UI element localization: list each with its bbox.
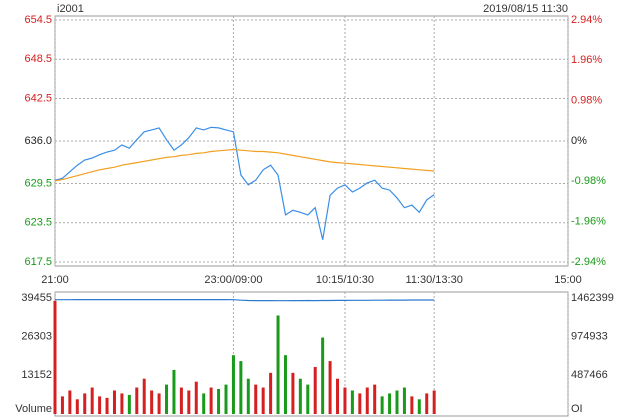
- volume-bar: [187, 390, 191, 414]
- volume-bar: [68, 390, 72, 414]
- volume-bar: [321, 337, 325, 414]
- y-tick-label: 648.5: [24, 53, 52, 65]
- x-tick-label: 23:00/09:00: [204, 274, 262, 286]
- volume-bar: [98, 396, 102, 414]
- x-tick-label: 11:30/13:30: [406, 274, 463, 286]
- volume-bar: [231, 355, 235, 414]
- volume-bar: [157, 393, 161, 414]
- y2-axis-label: OI: [571, 403, 583, 415]
- y2-tick-label: -0.98%: [571, 175, 606, 187]
- chart-title: i2001: [57, 3, 84, 15]
- volume-bar: [142, 378, 146, 414]
- y-tick-label: 642.5: [24, 92, 52, 104]
- volume-bar: [417, 399, 421, 414]
- volume-bar: [90, 387, 94, 414]
- y-axis-label: Volume: [15, 403, 52, 415]
- volume-bar: [373, 384, 377, 414]
- y2-tick-label: 974933: [571, 331, 608, 343]
- y2-tick-label: 0.98%: [571, 95, 602, 107]
- y2-tick-label: 2.94%: [571, 14, 602, 26]
- volume-bar: [395, 390, 399, 414]
- volume-bar: [432, 390, 436, 414]
- volume-panel: [54, 291, 569, 417]
- volume-bar: [83, 393, 87, 414]
- volume-bar: [336, 378, 340, 414]
- volume-bar: [306, 384, 310, 414]
- volume-bar: [365, 387, 369, 414]
- volume-bar: [313, 366, 317, 414]
- volume-bar: [194, 381, 198, 414]
- price-line: [54, 126, 435, 240]
- volume-bar: [261, 387, 265, 414]
- y-tick-label: 39455: [21, 292, 52, 304]
- volume-bar: [246, 378, 250, 414]
- x-tick-label: 21:00: [41, 274, 69, 286]
- volume-bar: [179, 387, 183, 414]
- volume-bar: [388, 393, 392, 414]
- volume-bar: [358, 393, 362, 414]
- x-tick-label: 10:15/10:30: [316, 274, 374, 286]
- y-tick-label: 623.5: [24, 217, 52, 229]
- oi-line: [55, 299, 435, 302]
- volume-bar: [202, 393, 206, 414]
- y-tick-label: 13152: [21, 369, 52, 381]
- y2-tick-label: 0%: [571, 135, 587, 147]
- volume-bar: [105, 397, 109, 414]
- volume-bar: [112, 390, 116, 414]
- y2-tick-label: -1.96%: [571, 216, 606, 228]
- y-tick-label: 617.5: [24, 256, 52, 268]
- y2-tick-label: -2.94%: [571, 256, 606, 268]
- volume-bar: [410, 396, 414, 414]
- volume-bar: [350, 390, 354, 414]
- volume-bar: [172, 369, 176, 414]
- y-tick-label: 654.5: [24, 14, 52, 26]
- volume-bar: [53, 300, 57, 414]
- volume-bar: [75, 399, 79, 414]
- chart-subtitle: 2019/08/15 11:30: [483, 3, 568, 15]
- price-line: [54, 148, 435, 182]
- volume-bar: [120, 393, 124, 414]
- volume-bar: [402, 387, 406, 414]
- volume-bar: [254, 384, 258, 414]
- y2-tick-label: 1462399: [571, 292, 614, 304]
- volume-bar: [269, 372, 273, 414]
- volume-bar: [425, 393, 429, 414]
- volume-bar: [135, 387, 139, 414]
- y2-tick-label: 1.96%: [571, 54, 602, 66]
- volume-bar: [276, 315, 280, 414]
- volume-bar: [224, 384, 228, 414]
- volume-bar: [239, 361, 243, 414]
- volume-bar: [217, 389, 221, 414]
- volume-bar: [150, 390, 154, 414]
- volume-bar: [60, 396, 64, 414]
- volume-bar: [328, 361, 332, 414]
- y-tick-label: 26303: [21, 331, 52, 343]
- volume-bar: [283, 355, 287, 414]
- x-tick-label: 15:00: [554, 274, 582, 286]
- volume-bar: [298, 378, 302, 414]
- volume-bar: [380, 396, 384, 414]
- y2-tick-label: 487466: [571, 369, 608, 381]
- y-tick-label: 629.5: [24, 177, 52, 189]
- volume-bar: [127, 394, 131, 414]
- volume-bar: [209, 387, 213, 414]
- y-tick-label: 636.0: [24, 135, 52, 147]
- volume-bar: [165, 384, 169, 414]
- volume-bar: [343, 387, 347, 414]
- volume-bar: [291, 372, 295, 414]
